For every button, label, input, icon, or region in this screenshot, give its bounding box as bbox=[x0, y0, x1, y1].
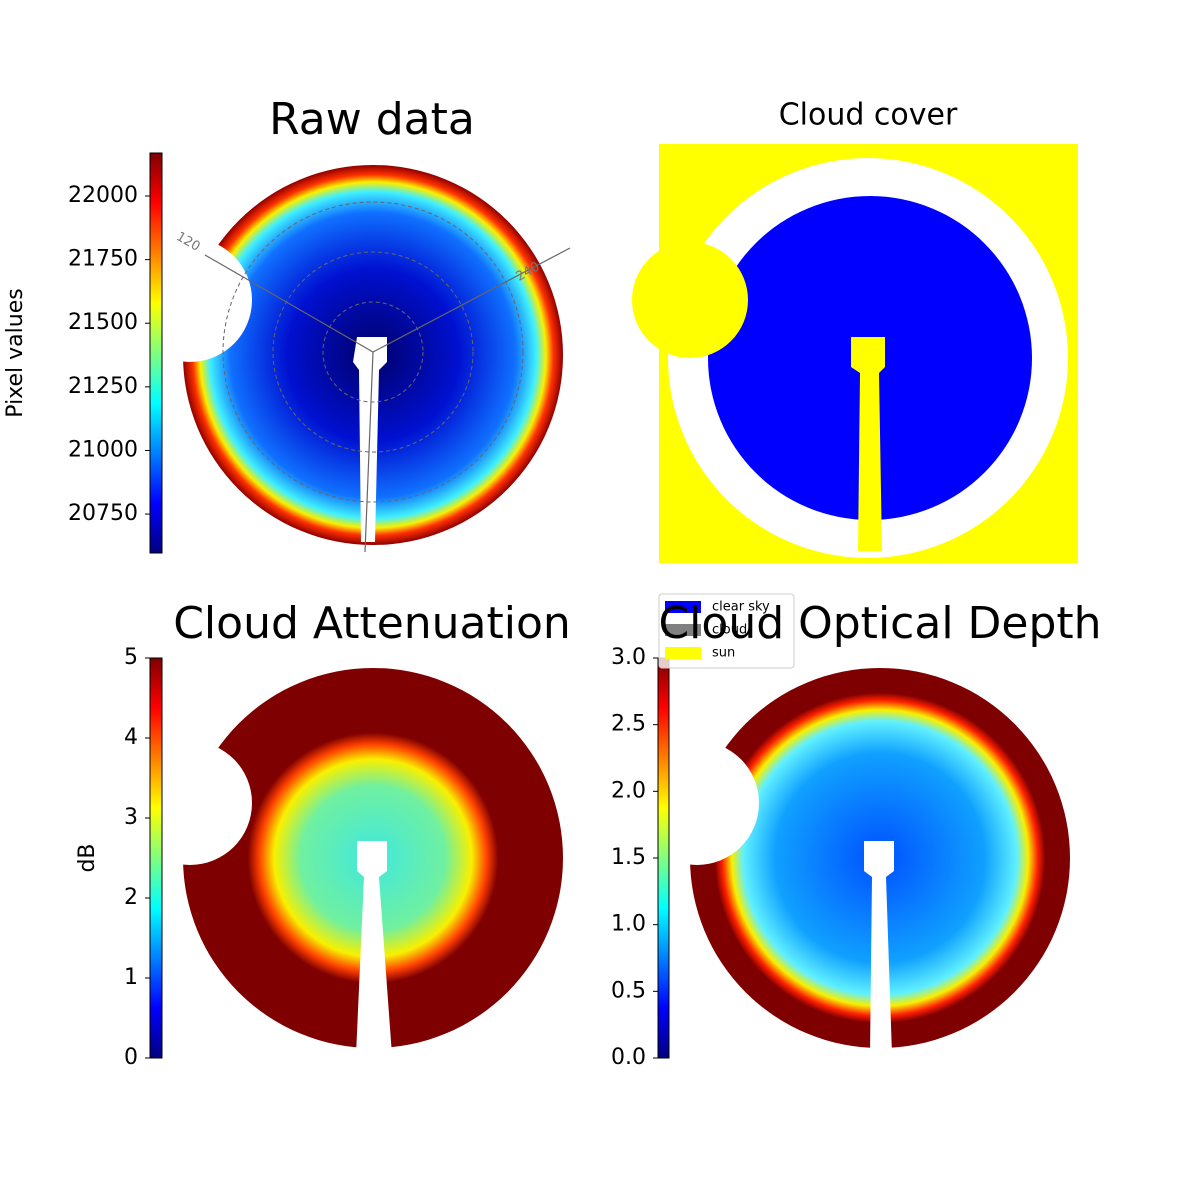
colorbar-tick-label: 1 bbox=[124, 965, 138, 990]
colorbar-tick-label: 21750 bbox=[68, 247, 138, 272]
legend-label: clear sky bbox=[712, 600, 770, 615]
legend: clear sky cloud sun bbox=[658, 593, 795, 669]
colorbar-tick-label: 0.5 bbox=[611, 978, 646, 1003]
colorbar bbox=[657, 657, 670, 1059]
colorbar-tick-label: 1.5 bbox=[611, 845, 646, 870]
colorbar-tick-label: 3.0 bbox=[611, 645, 646, 670]
colorbar-tick-label: 4 bbox=[124, 725, 138, 750]
title: Raw data bbox=[269, 94, 475, 145]
legend-label: sun bbox=[712, 646, 735, 661]
colorbar-label: dB bbox=[75, 843, 100, 872]
overlay: 20750 21000 21250 21500 21750 22000 Pixel valu… bbox=[3, 152, 670, 1070]
colorbar-tick-label: 5 bbox=[124, 645, 138, 670]
attenuation-image bbox=[128, 668, 563, 1055]
optical-depth-image bbox=[635, 668, 1070, 1055]
title: Cloud Attenuation bbox=[173, 598, 571, 649]
legend-label: cloud bbox=[712, 623, 747, 638]
cloud-cover-image bbox=[632, 144, 1078, 563]
title: Cloud Optical Depth bbox=[658, 598, 1101, 649]
colorbar-tick-label: 2.5 bbox=[611, 712, 646, 737]
colorbar-tick-label: 2.0 bbox=[611, 778, 646, 803]
colorbar-tick-label: 22000 bbox=[68, 183, 138, 208]
colorbar bbox=[149, 657, 163, 1059]
colorbar-tick-label: 21000 bbox=[68, 437, 138, 462]
colorbar-tick-label: 21500 bbox=[68, 310, 138, 335]
colorbar-tick-label: 1.0 bbox=[611, 912, 646, 937]
colorbar-tick-label: 21250 bbox=[68, 374, 138, 399]
raw-image bbox=[128, 165, 571, 553]
title: Cloud cover bbox=[779, 98, 958, 133]
legend-swatch bbox=[665, 624, 701, 636]
colorbar-tick-label: 20750 bbox=[68, 501, 138, 526]
colorbar-tick-label: 3 bbox=[124, 805, 138, 830]
colorbar-tick-label: 0 bbox=[124, 1045, 138, 1070]
colorbar-tick-label: 0.0 bbox=[611, 1045, 646, 1070]
colorbar bbox=[149, 152, 163, 554]
legend-swatch bbox=[665, 647, 701, 659]
legend-swatch bbox=[665, 601, 701, 613]
colorbar-label: Pixel values bbox=[3, 288, 28, 417]
colorbar-tick-label: 2 bbox=[124, 885, 138, 910]
